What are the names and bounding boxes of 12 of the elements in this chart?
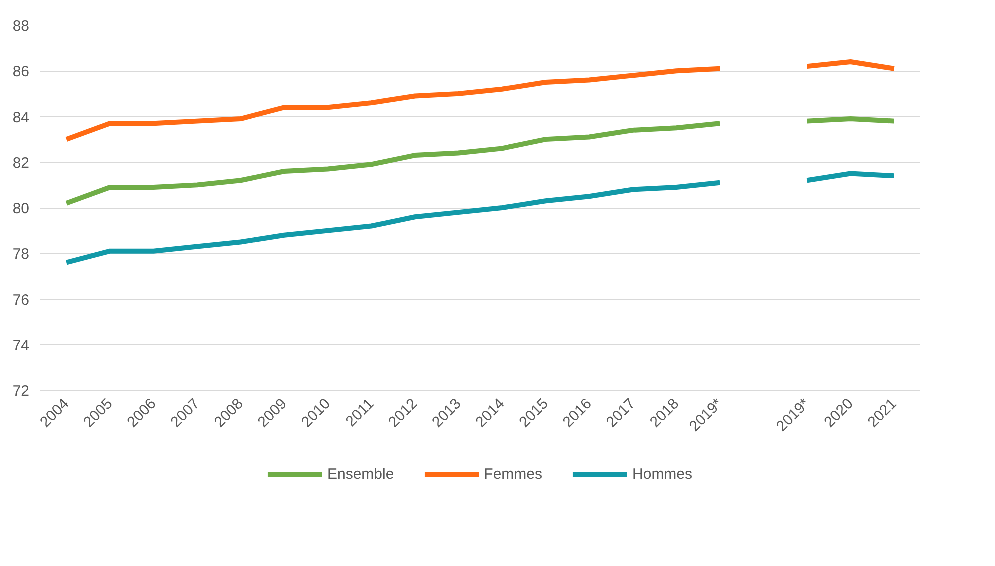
y-tick-label: 78 — [12, 246, 30, 264]
y-tick-label: 82 — [12, 154, 30, 172]
y-tick-label: 80 — [12, 200, 30, 218]
y-tick-label: 74 — [12, 337, 30, 354]
legend-label: Hommes — [632, 466, 693, 482]
y-tick-label: 72 — [12, 383, 30, 400]
y-tick-label: 86 — [12, 64, 30, 81]
legend-label: Femmes — [484, 466, 543, 482]
y-tick-label: 84 — [12, 109, 30, 126]
y-tick-label: 88 — [12, 18, 30, 35]
legend-label: Ensemble — [327, 466, 394, 482]
y-tick-label: 76 — [12, 292, 30, 309]
